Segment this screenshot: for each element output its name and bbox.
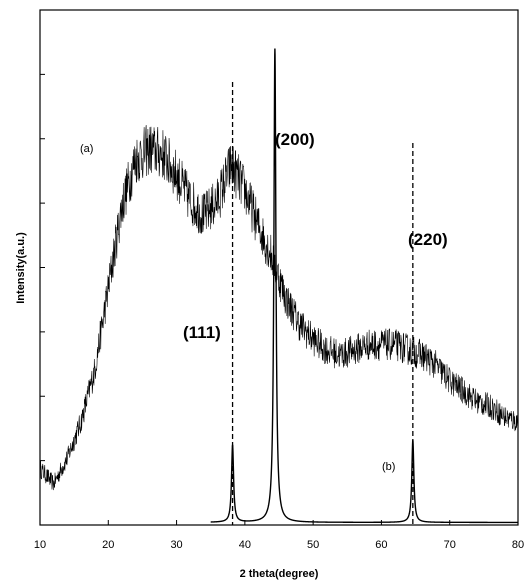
- x-tick-label: 20: [102, 539, 114, 551]
- x-tick-label: 30: [170, 539, 182, 551]
- series-b-label: (b): [382, 461, 395, 473]
- series-a-label: (a): [80, 143, 93, 155]
- series-a: [39, 125, 519, 491]
- peak-label: (200): [275, 130, 315, 149]
- x-tick-label: 60: [375, 539, 387, 551]
- x-ticks: 10 20 30 40 50 60 70 80: [34, 520, 524, 551]
- reference-lines: [231, 82, 414, 525]
- x-tick-label: 70: [444, 539, 456, 551]
- peak-label: (220): [408, 230, 448, 249]
- series-b: [210, 48, 518, 524]
- x-tick-label: 40: [239, 539, 251, 551]
- y-ticks: [40, 73, 45, 462]
- y-axis-title: Intensity(a.u.): [15, 232, 27, 304]
- annotations: (a) (b) (111) (200) (220): [80, 130, 448, 473]
- series-a-line: [39, 125, 519, 491]
- x-tick-label: 80: [512, 539, 524, 551]
- series-b-line: [210, 48, 518, 524]
- peak-label: (111): [183, 323, 221, 342]
- x-tick-label: 10: [34, 539, 46, 551]
- x-tick-label: 50: [307, 539, 319, 551]
- x-axis-title: 2 theta(degree): [240, 568, 319, 580]
